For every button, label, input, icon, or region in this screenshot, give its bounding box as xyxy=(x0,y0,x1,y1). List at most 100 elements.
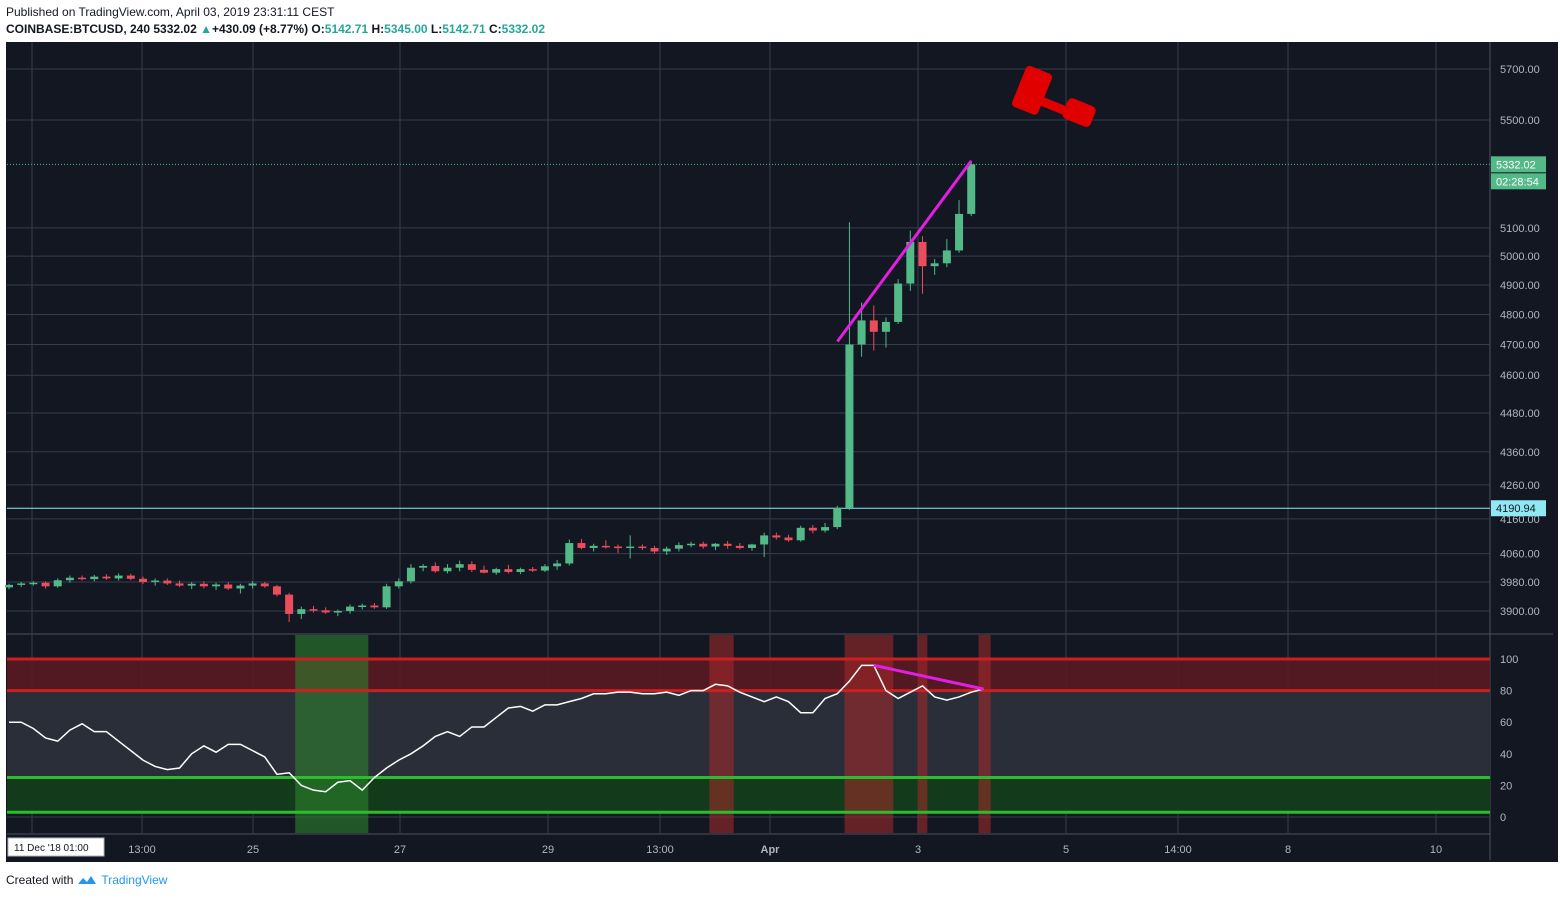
price-tick-label: 4160.00 xyxy=(1500,514,1540,526)
candle-body xyxy=(260,583,269,587)
candle-body xyxy=(772,535,781,538)
price-tick-label: 4800.00 xyxy=(1500,309,1540,321)
price-tick-label: 4600.00 xyxy=(1500,370,1540,382)
candle-body xyxy=(236,585,245,589)
time-tick-label: 27 xyxy=(394,844,406,856)
candle-body xyxy=(224,584,233,589)
candle-body xyxy=(747,544,756,548)
countdown-badge xyxy=(1491,173,1546,190)
signal-highlight-green xyxy=(295,635,369,833)
close-label: C: xyxy=(488,22,502,36)
candle-body xyxy=(199,583,208,587)
time-tick-label: 29 xyxy=(542,844,554,856)
candle-body xyxy=(114,575,123,579)
candle-body xyxy=(711,543,720,547)
symbol-ohlc-line: COINBASE:BTCUSD, 240 5332.02 ▲+430.09 (+… xyxy=(6,22,545,36)
candle-body xyxy=(78,577,87,580)
candle-body xyxy=(358,605,367,608)
osc-tick-label: 100 xyxy=(1500,654,1518,666)
trend-line-oscillator xyxy=(873,663,984,691)
osc-tick-label: 60 xyxy=(1500,717,1512,729)
support-line-badge xyxy=(1491,500,1546,517)
candle-body xyxy=(212,584,221,587)
price-chart[interactable]: 3900.00 3980.00 4060.00 4160.00 4260.00 4360.… xyxy=(0,42,1560,862)
candle-body xyxy=(248,583,257,586)
change-value: +430.09 (+8.77%) xyxy=(212,22,309,36)
candle-body xyxy=(29,582,38,585)
symbol-label: COINBASE:BTCUSD, 240 xyxy=(6,22,151,36)
candle-body xyxy=(53,580,62,587)
overbought-zone xyxy=(7,659,1490,691)
time-tick-label: 13:00 xyxy=(646,844,674,856)
candle-body xyxy=(857,320,866,345)
candle-body xyxy=(41,582,50,587)
candle-body xyxy=(504,569,513,572)
candle-body xyxy=(272,586,281,595)
candle-body xyxy=(285,594,294,614)
candle-body xyxy=(406,567,415,582)
price-tick-label: 4700.00 xyxy=(1500,340,1540,352)
footer: Created with TradingView xyxy=(6,873,167,887)
candle-body xyxy=(138,578,147,582)
candle-body xyxy=(126,575,135,579)
candle-body xyxy=(540,566,549,571)
gavel-icon xyxy=(1012,65,1096,127)
signal-highlight-red xyxy=(978,635,991,833)
candle-body xyxy=(65,577,74,581)
low-label: L: xyxy=(430,22,443,36)
high-label: H: xyxy=(371,22,385,36)
time-cursor-label: 11 Dec '18 01:00 xyxy=(14,843,89,854)
osc-tick-label: 0 xyxy=(1500,812,1506,824)
tradingview-logo-icon xyxy=(78,876,97,884)
candle-body xyxy=(930,263,939,267)
open-value: 5142.71 xyxy=(324,22,369,36)
osc-tick-label: 20 xyxy=(1500,780,1512,792)
candle-body xyxy=(869,320,878,332)
time-tick-label: 25 xyxy=(247,844,259,856)
candle-body xyxy=(723,543,732,546)
footer-brand[interactable]: TradingView xyxy=(101,873,168,887)
price-tick-label: 4480.00 xyxy=(1500,408,1540,420)
candle-body xyxy=(5,584,13,588)
candle-body xyxy=(626,546,635,549)
candle-body xyxy=(735,545,744,548)
candle-body xyxy=(821,527,830,531)
time-tick-label: 13:00 xyxy=(128,844,156,856)
candle-body xyxy=(955,213,964,251)
candle-body xyxy=(346,606,355,611)
candle-body xyxy=(553,563,562,567)
price-tick-label: 5700.00 xyxy=(1500,64,1540,76)
candle-body xyxy=(309,609,318,611)
time-tick-label: 8 xyxy=(1285,844,1291,856)
candle-body xyxy=(687,543,696,546)
price-tick-label: 4260.00 xyxy=(1500,480,1540,492)
price-tick-label: 4060.00 xyxy=(1500,549,1540,561)
signal-highlight-red xyxy=(709,635,734,833)
candle-body xyxy=(845,344,854,508)
candle-body xyxy=(650,547,659,552)
high-value: 5345.00 xyxy=(384,22,428,36)
candle-body xyxy=(589,545,598,548)
oscillator-line xyxy=(9,664,984,793)
candle-body xyxy=(163,580,172,584)
last-price-badge-label: 5332.02 xyxy=(1496,159,1536,171)
candle-body xyxy=(333,611,342,613)
candle-body xyxy=(480,569,489,573)
candle-body xyxy=(455,564,464,568)
candle-body xyxy=(894,283,903,322)
candle-body xyxy=(419,565,428,568)
candle-body xyxy=(662,548,671,552)
candle-body xyxy=(443,567,452,572)
candle-body xyxy=(833,507,842,528)
candle-body xyxy=(492,569,501,573)
low-value: 5142.71 xyxy=(442,22,486,36)
price-tick-label: 5500.00 xyxy=(1500,115,1540,127)
price-tick-label: 3980.00 xyxy=(1500,577,1540,589)
candle-body xyxy=(187,583,196,586)
candle-body xyxy=(796,527,805,541)
neutral-zone xyxy=(7,690,1490,778)
last-price: 5332.02 xyxy=(153,22,197,36)
candle-body xyxy=(90,576,99,580)
candle-body xyxy=(967,164,976,214)
osc-tick-label: 80 xyxy=(1500,686,1512,698)
